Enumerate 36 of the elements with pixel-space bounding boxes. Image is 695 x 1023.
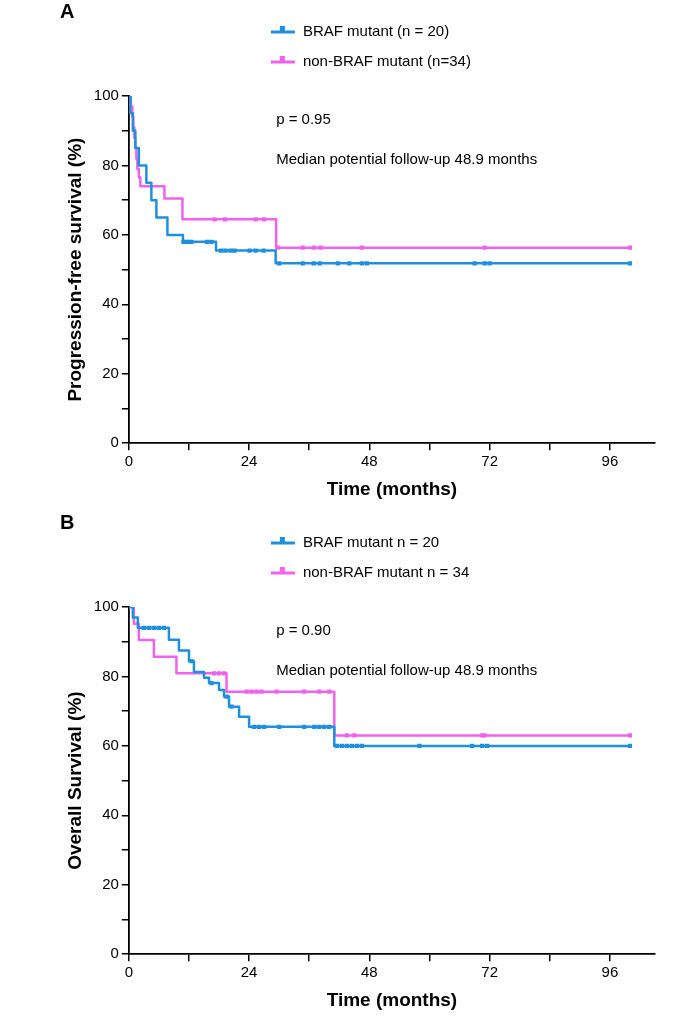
legend-label: BRAF mutant n = 20	[302, 533, 440, 551]
y-tick-label: 20	[102, 363, 119, 381]
y-tick-label: 80	[102, 155, 119, 173]
legend-label: non-BRAF mutant n = 34	[302, 563, 470, 581]
legend-label: non-BRAF mutant (n=34)	[302, 52, 471, 70]
annotation: p = 0.90	[276, 621, 331, 639]
y-tick-label: 60	[102, 736, 119, 754]
x-axis-title: Time (months)	[326, 988, 458, 1010]
y-tick-label: 0	[110, 944, 119, 962]
y-tick-label: 20	[102, 874, 119, 892]
x-tick-label: 24	[240, 452, 258, 470]
y-axis-title: Overall Survival (%)	[63, 691, 85, 870]
annotation: Median potential follow-up 48.9 months	[276, 150, 538, 168]
x-tick-label: 96	[601, 452, 619, 470]
y-tick-label: 40	[102, 294, 119, 312]
x-tick-label: 24	[240, 963, 258, 981]
annotation: Median potential follow-up 48.9 months	[276, 661, 538, 679]
y-tick-label: 100	[93, 86, 119, 104]
x-tick-label: 96	[601, 963, 619, 981]
x-tick-label: 48	[361, 452, 378, 470]
x-tick-label: 72	[481, 452, 498, 470]
y-axis-title: Progression-free survival (%)	[63, 137, 85, 402]
y-tick-label: 80	[102, 666, 119, 684]
y-tick-label: 60	[102, 225, 119, 243]
chart-title: B	[60, 510, 75, 533]
y-tick-label: 100	[93, 597, 119, 615]
y-tick-label: 0	[110, 433, 119, 451]
y-tick-label: 40	[102, 805, 119, 823]
x-tick-label: 48	[361, 963, 378, 981]
x-tick-label: 72	[481, 963, 498, 981]
x-tick-label: 0	[124, 963, 133, 981]
x-tick-label: 0	[124, 452, 133, 470]
legend-label: BRAF mutant (n = 20)	[302, 22, 450, 40]
chart-title: A	[60, 0, 75, 22]
annotation: p = 0.95	[276, 110, 331, 128]
x-axis-title: Time (months)	[326, 477, 458, 499]
